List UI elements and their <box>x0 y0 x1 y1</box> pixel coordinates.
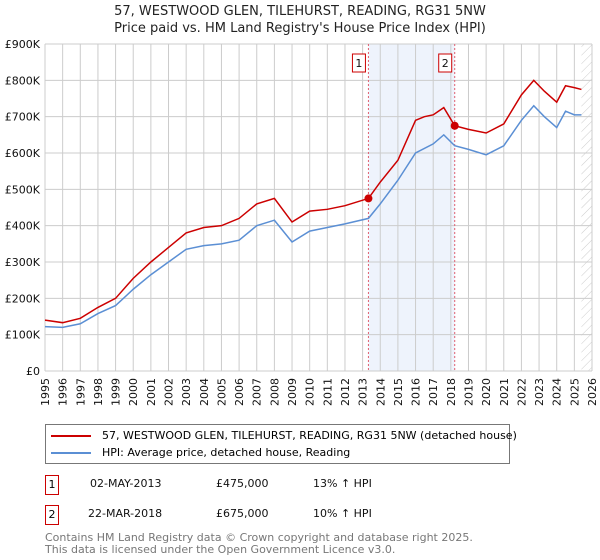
sale-marker-box: 2 <box>45 505 59 525</box>
x-tick-label: 2015 <box>392 378 405 406</box>
sale-period-shade <box>368 44 455 371</box>
sale-label-box <box>438 53 453 73</box>
x-tick-label: 1997 <box>74 378 87 406</box>
x-tick-label: 2016 <box>410 378 423 406</box>
x-tick-label: 2023 <box>533 378 546 406</box>
sale-date: 22-MAR-2018 <box>88 507 163 520</box>
y-tick-label: £800K <box>5 74 41 87</box>
x-tick-label: 2017 <box>427 378 440 406</box>
hpi-line <box>44 104 582 329</box>
legend-label: HPI: Average price, detached house, Read… <box>102 446 351 459</box>
legend-swatch-red <box>51 435 91 437</box>
x-tick-label: 2008 <box>268 378 281 406</box>
x-tick-label: 1995 <box>39 378 52 406</box>
x-tick-label: 2026 <box>586 378 599 406</box>
sale-price: £475,000 <box>216 477 269 490</box>
x-tick-label: 2012 <box>339 378 352 406</box>
y-tick-label: £200K <box>5 292 41 305</box>
x-tick-label: 2001 <box>145 378 158 406</box>
sale-hpi-diff: 13% ↑ HPI <box>313 477 372 490</box>
x-tick-label: 1996 <box>57 378 70 406</box>
y-tick-label: £100K <box>5 329 41 342</box>
x-tick-label: 2011 <box>321 378 334 406</box>
price-chart: £0 £100K £200K £300K £400K £500K £600K £700K £80… <box>5 38 599 406</box>
x-tick-label: 2022 <box>515 378 528 406</box>
x-tick-label: 2019 <box>462 378 475 406</box>
x-tick-label: 2000 <box>127 378 140 406</box>
y-tick-label: £600K <box>5 147 41 160</box>
property-price-line <box>44 79 582 324</box>
sale-marker-box: 1 <box>45 475 59 495</box>
sale-point <box>450 121 459 130</box>
legend-label: 57, WESTWOOD GLEN, TILEHURST, READING, R… <box>102 429 517 442</box>
y-tick-label: £400K <box>5 220 41 233</box>
x-tick-label: 2007 <box>251 378 264 406</box>
x-tick-label: 2003 <box>180 378 193 406</box>
x-tick-label: 2024 <box>551 378 564 406</box>
legend-swatch-blue <box>51 452 91 454</box>
sale-label: 1 <box>355 57 362 70</box>
sale-label: 2 <box>442 57 449 70</box>
sale-label-box <box>351 53 366 73</box>
y-tick-label: £900K <box>5 38 41 51</box>
sale-hpi-diff: 10% ↑ HPI <box>313 507 372 520</box>
sale-price: £675,000 <box>216 507 269 520</box>
x-tick-label: 2009 <box>286 378 299 406</box>
x-tick-label: 2006 <box>233 378 246 406</box>
footer-copyright: Contains HM Land Registry data © Crown c… <box>45 531 473 544</box>
x-tick-label: 2010 <box>304 378 317 406</box>
x-tick-label: 2013 <box>357 378 370 406</box>
x-tick-label: 2002 <box>163 378 176 406</box>
legend: 57, WESTWOOD GLEN, TILEHURST, READING, R… <box>45 424 517 464</box>
x-tick-label: 2020 <box>480 378 493 406</box>
x-tick-label: 1999 <box>110 378 123 406</box>
x-tick-label: 2021 <box>498 378 511 406</box>
x-tick-label: 2004 <box>198 378 211 406</box>
y-tick-label: £700K <box>5 111 41 124</box>
x-tick-label: 1998 <box>92 378 105 406</box>
x-tick-label: 2014 <box>374 378 387 406</box>
x-tick-label: 2005 <box>215 378 228 406</box>
y-tick-label: £300K <box>5 256 41 269</box>
y-tick-label: £0 <box>26 365 40 378</box>
forecast-hatch <box>581 44 592 371</box>
chart-title: 57, WESTWOOD GLEN, TILEHURST, READING, R… <box>114 4 486 19</box>
sale-point <box>364 194 373 203</box>
sale-date: 02-MAY-2013 <box>90 477 162 490</box>
y-tick-label: £500K <box>5 183 41 196</box>
chart-subtitle: Price paid vs. HM Land Registry's House … <box>114 21 486 36</box>
x-tick-label: 2018 <box>445 378 458 406</box>
footer-licence: This data is licensed under the Open Gov… <box>45 543 396 556</box>
x-tick-label: 2025 <box>568 378 581 406</box>
